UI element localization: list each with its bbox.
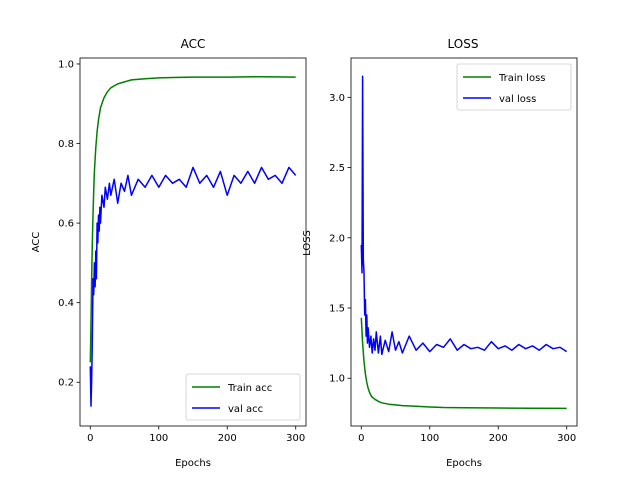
acc-ticks: 0 100 200 300 0.2 0.4 0.6 0.8 1.0	[58, 59, 305, 444]
acc-y-tick-label-1: 0.4	[58, 298, 74, 309]
acc-legend-label-1: val acc	[228, 404, 263, 415]
loss-y-tick-label-1: 1.5	[329, 304, 345, 315]
acc-series-line-1	[89, 166, 297, 407]
acc-x-tick-label-2: 200	[218, 433, 237, 444]
acc-legend: Train acc val acc	[185, 373, 301, 421]
acc-legend-label-0: Train acc	[227, 383, 272, 394]
acc-title: ACC	[181, 37, 206, 51]
acc-axes-frame	[79, 57, 307, 427]
loss-y-tick-label-4: 3.0	[329, 93, 345, 104]
acc-y-tick-label-2: 0.6	[58, 219, 74, 230]
loss-y-axis-label: LOSS	[302, 230, 313, 256]
loss-legend-label-0: Train loss	[498, 73, 546, 84]
acc-series-line-0	[89, 75, 296, 363]
loss-axes-frame	[350, 57, 578, 427]
loss-legend: Train loss val loss	[456, 63, 572, 111]
acc-x-tick-label-1: 100	[149, 433, 168, 444]
loss-series-line-0	[360, 317, 567, 410]
loss-x-axis-label: Epochs	[446, 458, 482, 469]
acc-y-axis-label: ACC	[31, 232, 42, 253]
loss-y-tick-label-2: 2.0	[329, 233, 345, 244]
acc-panel: ACC 0 100 200 300 0.2 0.4 0.6 0.8 1.0 Epochs ACC…	[31, 37, 307, 469]
loss-y-tick-label-3: 2.5	[329, 163, 345, 174]
loss-y-tick-label-0: 1.0	[329, 374, 345, 385]
acc-y-tick-label-4: 1.0	[58, 59, 74, 70]
acc-y-tick-label-3: 0.8	[58, 139, 74, 150]
loss-x-tick-label-2: 200	[489, 433, 508, 444]
acc-x-tick-label-3: 300	[286, 433, 305, 444]
loss-title: LOSS	[448, 37, 479, 51]
acc-x-axis-label: Epochs	[175, 458, 211, 469]
loss-legend-label-1: val loss	[499, 94, 536, 105]
loss-ticks: 0 100 200 300 1.0 1.5 2.0 2.5 3.0	[329, 93, 576, 444]
loss-x-tick-label-0: 0	[358, 433, 364, 444]
acc-y-tick-label-0: 0.2	[58, 378, 74, 389]
loss-panel: LOSS 0 100 200 300 1.0 1.5 2.0 2.5 3.0 Epochs LO…	[302, 37, 578, 469]
loss-x-tick-label-1: 100	[420, 433, 439, 444]
loss-series-line-1	[360, 75, 568, 356]
loss-x-tick-label-3: 300	[557, 433, 576, 444]
acc-plot-area	[89, 75, 297, 407]
loss-plot-area	[360, 75, 568, 410]
acc-x-tick-label-0: 0	[87, 433, 93, 444]
